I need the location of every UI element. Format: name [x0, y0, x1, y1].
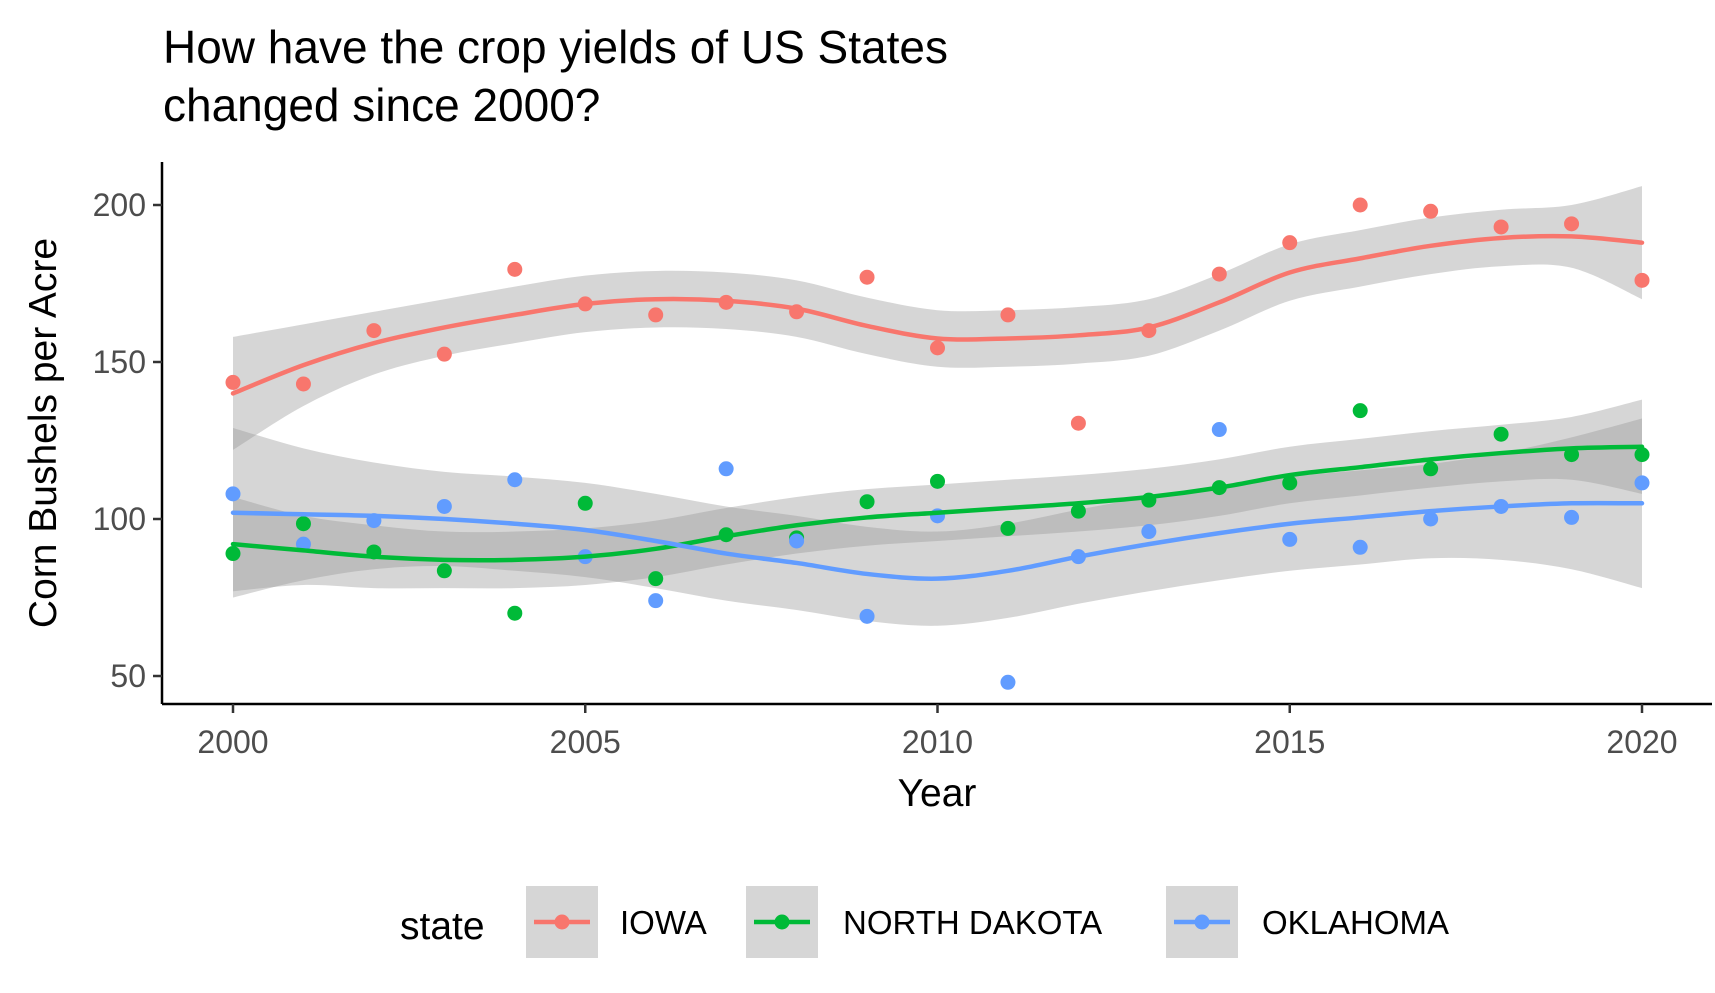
point-north-dakota-2020 — [1634, 447, 1650, 463]
point-iowa-2018 — [1493, 219, 1509, 235]
point-oklahoma-2004 — [507, 472, 523, 488]
point-north-dakota-2018 — [1493, 426, 1509, 442]
point-oklahoma-2020 — [1634, 475, 1650, 491]
smooth-line-oklahoma — [230, 500, 1645, 581]
y-tick-label-100: 100 — [93, 501, 146, 537]
point-oklahoma-2015 — [1282, 531, 1298, 547]
point-oklahoma-2013 — [1141, 524, 1157, 540]
point-iowa-2010 — [930, 340, 945, 356]
x-axis-ticks: 2000 2005 2010 2015 2020 — [197, 704, 1678, 760]
smooth-lines — [230, 233, 1645, 581]
band-iowa — [233, 186, 1642, 450]
point-oklahoma-2009 — [859, 608, 875, 624]
point-iowa-2002 — [366, 323, 382, 339]
point-iowa-2000 — [225, 374, 241, 390]
legend-key-point-iowa — [554, 914, 570, 930]
point-north-dakota-2006 — [648, 571, 664, 587]
data-points — [225, 197, 1650, 690]
point-oklahoma-2008 — [789, 533, 805, 549]
point-north-dakota-2009 — [859, 494, 875, 510]
point-north-dakota-2016 — [1352, 403, 1368, 419]
point-oklahoma-2007 — [718, 461, 734, 477]
point-oklahoma-2019 — [1564, 509, 1580, 525]
y-tick-label-150: 150 — [93, 344, 146, 380]
point-north-dakota-2004 — [507, 605, 523, 621]
legend-label-north-dakota: NORTH DAKOTA — [843, 904, 1102, 941]
legend-label-oklahoma: OKLAHOMA — [1262, 904, 1449, 941]
legend-key-point-oklahoma — [1194, 914, 1210, 930]
point-iowa-2016 — [1352, 197, 1368, 213]
point-iowa-2003 — [436, 346, 452, 362]
point-north-dakota-2005 — [577, 495, 593, 511]
x-tick-label-2000: 2000 — [197, 724, 268, 760]
chart-title-line-1: How have the crop yields of US States — [163, 21, 948, 73]
point-oklahoma-2000 — [225, 486, 241, 502]
x-tick-label-2010: 2010 — [902, 724, 973, 760]
legend: state IOWA NORTH DAKOTA OKLAHOMA — [400, 886, 1449, 958]
point-iowa-2020 — [1634, 272, 1650, 288]
point-oklahoma-2011 — [1000, 674, 1016, 690]
point-iowa-2015 — [1282, 235, 1298, 251]
chart-title-line-2: changed since 2000? — [163, 79, 600, 131]
smooth-line-north-dakota — [230, 444, 1645, 563]
point-oklahoma-2016 — [1352, 539, 1368, 555]
legend-title: state — [400, 905, 485, 948]
confidence-bands — [233, 186, 1642, 626]
point-north-dakota-2010 — [930, 473, 945, 489]
point-north-dakota-2000 — [225, 546, 241, 562]
point-oklahoma-2017 — [1423, 511, 1439, 527]
point-north-dakota-2017 — [1423, 461, 1439, 477]
x-tick-label-2005: 2005 — [550, 724, 621, 760]
band-oklahoma — [233, 418, 1642, 626]
point-north-dakota-2012 — [1070, 503, 1086, 519]
point-north-dakota-2019 — [1564, 447, 1580, 463]
point-north-dakota-2015 — [1282, 475, 1298, 491]
y-tick-label-200: 200 — [93, 187, 146, 223]
point-iowa-2009 — [859, 269, 875, 285]
y-axis-title: Corn Bushels per Acre — [22, 238, 65, 628]
point-iowa-2014 — [1211, 266, 1227, 282]
band-north-dakota — [233, 399, 1642, 592]
point-iowa-2004 — [507, 261, 523, 277]
point-north-dakota-2011 — [1000, 520, 1016, 536]
smooth-line-iowa — [230, 233, 1645, 396]
point-north-dakota-2001 — [295, 516, 311, 532]
legend-label-iowa: IOWA — [620, 904, 707, 941]
point-iowa-2012 — [1070, 415, 1086, 431]
y-tick-label-50: 50 — [110, 658, 146, 694]
point-oklahoma-2003 — [436, 498, 452, 514]
x-tick-label-2020: 2020 — [1606, 724, 1677, 760]
point-iowa-2011 — [1000, 307, 1016, 323]
point-oklahoma-2006 — [648, 593, 664, 609]
x-axis-title: Year — [898, 772, 977, 815]
point-iowa-2017 — [1423, 203, 1439, 219]
point-iowa-2019 — [1564, 216, 1580, 232]
point-iowa-2006 — [648, 307, 664, 323]
point-oklahoma-2014 — [1211, 422, 1227, 438]
y-axis-ticks: 50 100 150 200 — [93, 187, 162, 694]
x-tick-label-2015: 2015 — [1254, 724, 1325, 760]
point-north-dakota-2003 — [436, 563, 452, 579]
point-iowa-2001 — [295, 376, 311, 392]
legend-key-point-north-dakota — [774, 914, 790, 930]
